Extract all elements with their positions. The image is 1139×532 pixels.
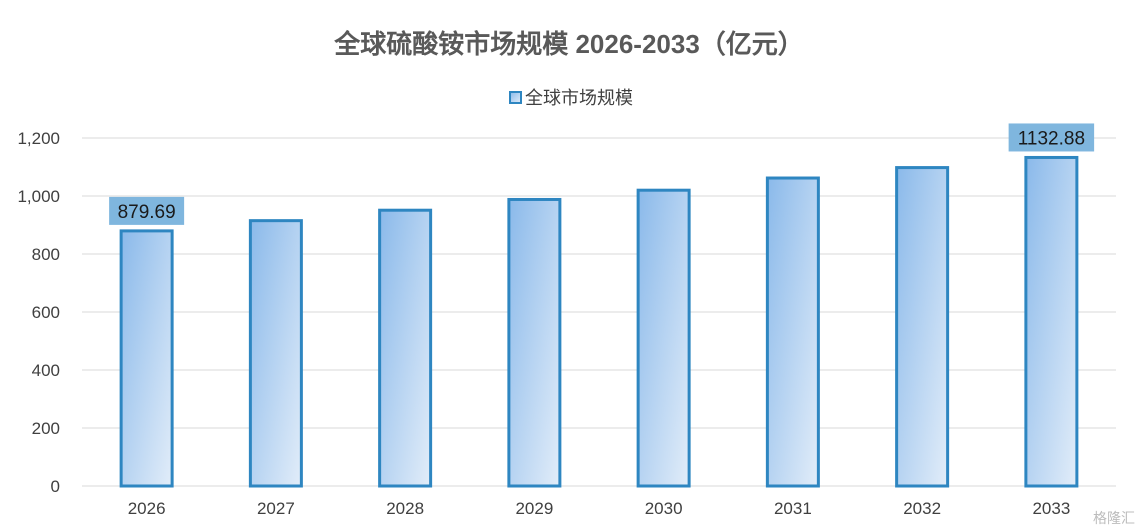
x-tick-label: 2026 xyxy=(128,499,166,518)
y-axis: 0 200 400 600 800 1,000 1,200 xyxy=(17,129,60,496)
data-label-2026: 879.69 xyxy=(109,196,185,225)
legend: 全球市场规模 xyxy=(509,88,633,108)
x-tick-label: 2027 xyxy=(257,499,295,518)
x-tick-label: 2030 xyxy=(645,499,683,518)
bar-2032 xyxy=(895,166,950,488)
data-labels: 879.69 1132.88 xyxy=(109,123,1095,225)
bar-2031 xyxy=(765,176,820,488)
y-tick-label: 0 xyxy=(51,477,60,496)
x-tick-label: 2031 xyxy=(774,499,812,518)
x-axis: 2026 2027 2028 2029 2030 2031 2032 2033 xyxy=(128,499,1071,518)
x-tick-label: 2032 xyxy=(903,499,941,518)
chart-title: 全球硫酸铵市场规模 2026-2033（亿元） xyxy=(333,29,804,59)
watermark: 格隆汇 xyxy=(1093,510,1135,526)
bar-2030 xyxy=(636,188,691,488)
legend-label: 全球市场规模 xyxy=(525,88,633,108)
y-tick-label: 600 xyxy=(32,303,60,322)
x-tick-label: 2033 xyxy=(1032,499,1070,518)
bar-2033 xyxy=(1024,155,1079,488)
bar-2029 xyxy=(507,197,562,488)
data-label-text: 879.69 xyxy=(118,202,176,223)
bar-2027 xyxy=(248,219,303,488)
bar-2026 xyxy=(119,229,174,488)
bars xyxy=(119,155,1079,488)
data-label-text: 1132.88 xyxy=(1018,128,1085,149)
gridlines xyxy=(82,137,1116,487)
y-tick-label: 200 xyxy=(32,419,60,438)
y-tick-label: 1,000 xyxy=(17,187,60,206)
x-tick-label: 2028 xyxy=(386,499,424,518)
y-tick-label: 400 xyxy=(32,361,60,380)
legend-swatch xyxy=(509,91,522,104)
data-label-box xyxy=(109,196,185,225)
data-label-box xyxy=(1008,123,1095,152)
bar-2028 xyxy=(378,208,433,488)
data-label-2033: 1132.88 xyxy=(1008,123,1095,152)
x-tick-label: 2029 xyxy=(515,499,553,518)
y-tick-label: 800 xyxy=(32,245,60,264)
y-tick-label: 1,200 xyxy=(17,129,60,148)
